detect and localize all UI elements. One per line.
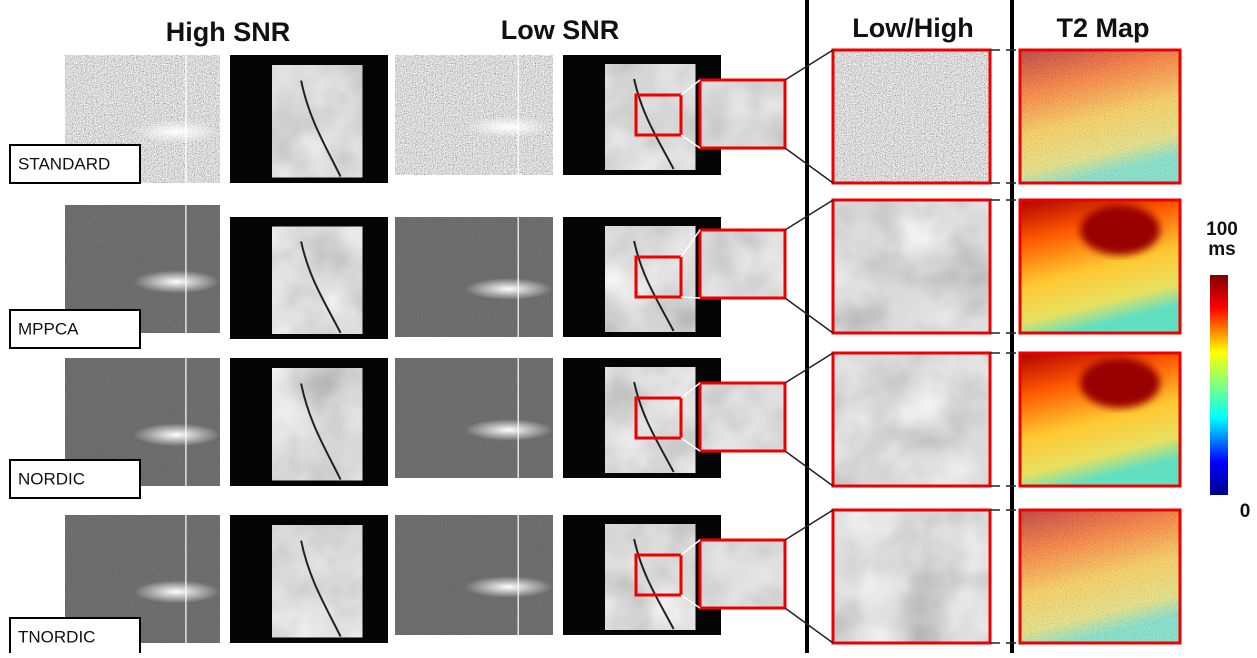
brain-image bbox=[230, 358, 388, 486]
kspace-center bbox=[465, 419, 553, 441]
lowhigh-map bbox=[833, 510, 990, 643]
brain-image bbox=[230, 217, 388, 339]
colorbar-min: 0 bbox=[1240, 501, 1251, 522]
brain-image bbox=[563, 358, 721, 478]
inset bbox=[700, 80, 785, 148]
row-label: TNORDIC bbox=[18, 627, 95, 646]
figure: High SNR Low SNR Low/High T2 Map 100 ms … bbox=[0, 0, 1257, 653]
lowhigh-map bbox=[833, 200, 990, 333]
kspace-center bbox=[465, 116, 553, 138]
t2-noise bbox=[1020, 510, 1180, 643]
kspace-image bbox=[395, 515, 553, 635]
inset bbox=[700, 230, 785, 298]
page: {"headers": ["High SNR", "Low SNR", "Low… bbox=[0, 0, 1257, 653]
kspace-center bbox=[465, 278, 553, 300]
colorbar bbox=[1210, 275, 1228, 495]
t2-blob bbox=[1080, 205, 1160, 255]
kspace-noise bbox=[395, 55, 553, 175]
t2-blob bbox=[1080, 358, 1160, 408]
lowhigh-map bbox=[833, 50, 990, 183]
inset bbox=[700, 383, 785, 451]
column-header: Low SNR bbox=[501, 15, 620, 45]
brain-image bbox=[230, 515, 388, 643]
kspace-center bbox=[133, 270, 220, 293]
row-label: STANDARD bbox=[18, 154, 110, 173]
column-header: High SNR bbox=[166, 17, 291, 47]
colorbar-unit: ms bbox=[1208, 239, 1235, 260]
connector bbox=[681, 297, 700, 298]
kspace-center bbox=[133, 580, 220, 603]
kspace-center bbox=[133, 423, 220, 446]
lowhigh-map bbox=[833, 353, 990, 486]
kspace-image bbox=[395, 55, 553, 175]
row-label: NORDIC bbox=[18, 469, 85, 488]
brain-image bbox=[563, 55, 721, 175]
kspace-image bbox=[395, 358, 553, 478]
kspace-bg bbox=[395, 358, 553, 478]
inset bbox=[700, 540, 785, 608]
t2-noise bbox=[1020, 50, 1180, 183]
row-label: MPPCA bbox=[18, 319, 79, 338]
kspace-bg bbox=[395, 217, 553, 337]
kspace-image bbox=[395, 217, 553, 337]
colorbar-max: 100 bbox=[1206, 219, 1238, 240]
kspace-center bbox=[133, 120, 220, 143]
column-header: Low/High bbox=[852, 13, 973, 43]
column-header: T2 Map bbox=[1056, 13, 1149, 43]
brain-image bbox=[563, 515, 721, 635]
brain-image bbox=[230, 55, 388, 183]
kspace-center bbox=[465, 576, 553, 598]
kspace-bg bbox=[395, 515, 553, 635]
